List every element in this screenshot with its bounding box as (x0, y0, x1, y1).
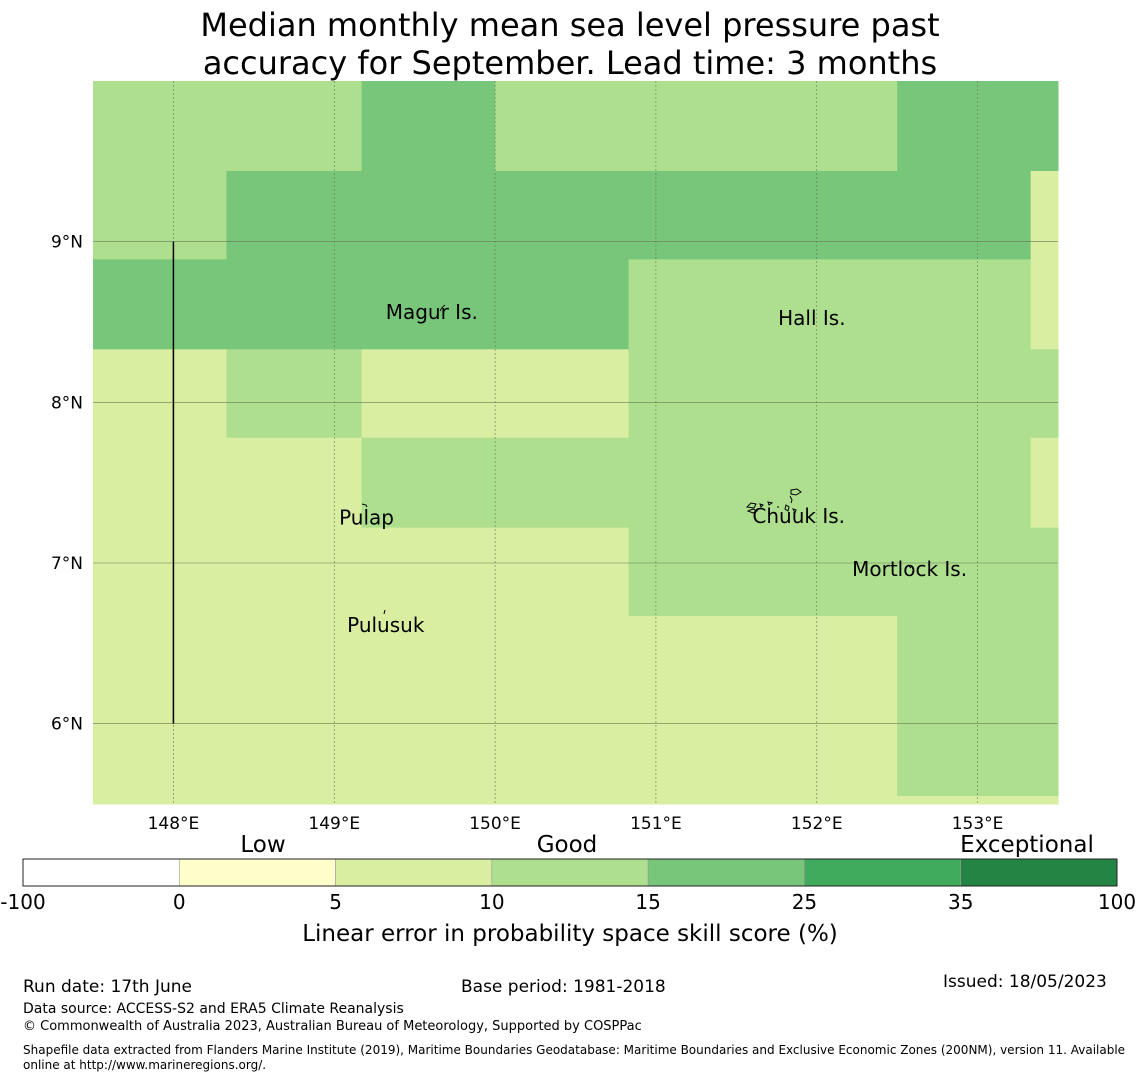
colorbar-bin (491, 858, 649, 887)
grid-cell (226, 81, 363, 172)
colorbar-bin (178, 858, 336, 887)
colorbar-tick-label: 10 (479, 890, 504, 914)
colorbar-frame (22, 858, 1118, 887)
colorbar-tick-label: 0 (173, 890, 186, 914)
grid-cell (93, 437, 363, 529)
grid-cell (93, 527, 630, 617)
chuuk-lagoon-outline (745, 488, 802, 515)
colorbar-category-label: Exceptional (960, 832, 1094, 858)
grid-cell (495, 81, 898, 172)
data-source: Data source: ACCESS-S2 and ERA5 Climate … (23, 1001, 404, 1017)
longitude-tick-label: 150°E (469, 814, 521, 834)
map-title: Median monthly mean sea level pressure p… (0, 6, 1140, 82)
place-label: Chuuk Is. (752, 504, 845, 528)
grid-cell (361, 437, 1032, 529)
grid-cell (628, 349, 1059, 439)
place-labels: Magur Is. Hall Is. Pulap Chuuk Is. Mortlock … (339, 300, 967, 637)
colorbar-tick-label: 25 (792, 890, 817, 914)
colorbar-tick-label: 15 (635, 890, 660, 914)
shapefile-credit-line-1: Shapefile data extracted from Flanders M… (23, 1043, 1126, 1057)
colorbar-axis-label: Linear error in probability space skill … (302, 921, 838, 947)
grid-cell (897, 795, 1059, 805)
colorbar-bin (335, 858, 493, 887)
place-label: Mortlock Is. (852, 557, 967, 581)
grid-cell (628, 259, 1032, 350)
mortlock-island-outline (908, 565, 912, 569)
skill-score-grid (93, 81, 1059, 805)
longitude-tick-label: 151°E (630, 814, 682, 834)
magur-island-outline (439, 304, 446, 312)
colorbar-bin (22, 858, 180, 887)
colorbar-bin (960, 858, 1118, 887)
latitude-tick-label: 9°N (51, 233, 83, 253)
grid-cell (1030, 170, 1059, 260)
place-label: Hall Is. (778, 306, 845, 330)
longitude-tick-label: 153°E (952, 814, 1004, 834)
pulap-island-outline (361, 503, 368, 508)
colorbar-bin (804, 858, 962, 887)
grid-cell (628, 527, 1059, 617)
island-outlines (361, 304, 912, 615)
colorbar-category-label: Good (537, 832, 598, 858)
longitude-tick-label: 149°E (308, 814, 360, 834)
colorbar-tick-label: 5 (329, 890, 342, 914)
grid-cell (93, 349, 227, 439)
colorbar-bin (647, 858, 805, 887)
map-and-legend-canvas: Magur Is. Hall Is. Pulap Chuuk Is. Mortlock … (0, 81, 1136, 947)
place-label: Pulusuk (347, 613, 425, 637)
place-label: Magur Is. (386, 300, 478, 324)
grid-cell (93, 81, 227, 172)
grid-cell (361, 81, 496, 172)
colorbar-tick-label: -100 (0, 890, 45, 914)
copyright-notice: © Commonwealth of Australia 2023, Austra… (23, 1019, 642, 1034)
title-line-1: Median monthly mean sea level pressure p… (200, 6, 940, 44)
run-date: Run date: 17th June (23, 977, 192, 997)
grid-cell (1030, 437, 1059, 529)
grid-cell (1030, 259, 1059, 350)
shapefile-credit-line-2: online at http://www.marineregions.org/. (23, 1058, 267, 1072)
pulusuk-island-outline (383, 609, 386, 615)
base-period: Base period: 1981-2018 (461, 977, 666, 997)
colorbar-tick-label: 35 (948, 890, 973, 914)
longitude-tick-label: 148°E (148, 814, 200, 834)
colorbar-legend: -100 0 5 10 15 25 35 100 Low Good Exceptional Linea… (0, 832, 1136, 947)
grid-cell (93, 170, 227, 260)
latitude-tick-label: 8°N (51, 393, 83, 413)
place-label: Pulap (339, 505, 394, 529)
grid-cell (226, 349, 363, 439)
latitude-tick-label: 7°N (51, 554, 83, 574)
title-line-2: accuracy for September. Lead time: 3 mon… (202, 44, 938, 82)
longitude-tick-label: 152°E (791, 814, 843, 834)
issued-date: Issued: 18/05/2023 (943, 972, 1107, 992)
map-axis-tick-labels: 148°E 149°E 150°E 151°E 152°E 153°E 6°N 7°N 8°N 9… (51, 233, 1003, 834)
latitude-tick-label: 6°N (51, 715, 83, 735)
colorbar-category-label: Low (240, 832, 285, 858)
grid-cell (93, 259, 630, 350)
grid-cell (226, 170, 1032, 260)
colorbar-tick-label: 100 (1098, 890, 1136, 914)
